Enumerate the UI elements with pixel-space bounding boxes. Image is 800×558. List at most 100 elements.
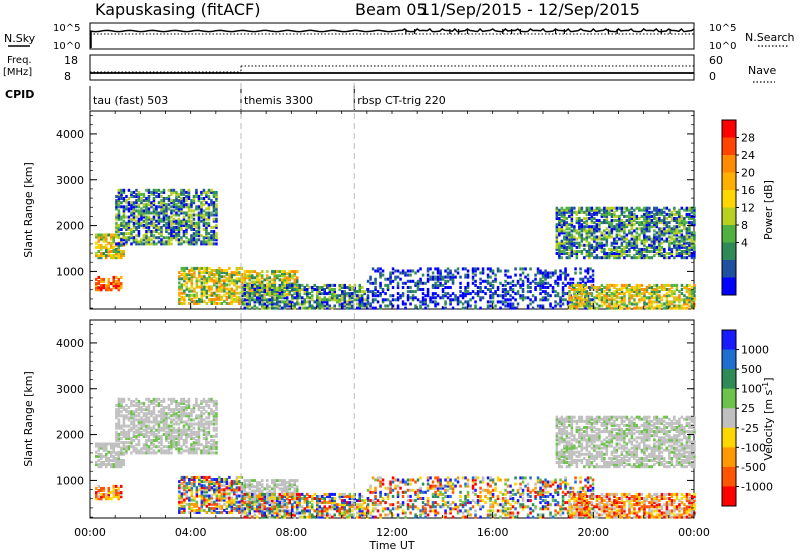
power-cell <box>613 219 616 222</box>
power-cell <box>681 234 684 237</box>
power-cell <box>434 267 437 270</box>
velocity-cell <box>128 410 131 413</box>
power-cell <box>256 307 259 310</box>
power-cell <box>175 203 178 206</box>
velocity-cell <box>205 427 208 430</box>
power-cell <box>593 221 596 224</box>
power-cell <box>221 296 224 299</box>
velocity-cell <box>173 398 176 401</box>
power-cell <box>198 195 201 198</box>
power-cell <box>367 294 370 297</box>
power-cell <box>613 238 616 241</box>
power-cell <box>567 274 570 277</box>
power-cell <box>324 284 327 287</box>
power-cell <box>140 207 143 210</box>
power-cell <box>150 238 153 241</box>
power-cell <box>661 246 664 249</box>
power-cell <box>633 236 636 239</box>
power-cell <box>673 305 676 308</box>
velocity-cell <box>160 427 163 430</box>
power-cell <box>562 298 565 301</box>
power-cell <box>534 278 537 281</box>
power-cell <box>200 191 203 194</box>
power-cell <box>509 298 512 301</box>
velocity-cell <box>198 421 201 424</box>
power-cell <box>608 207 611 210</box>
power-cell <box>170 205 173 208</box>
power-cell <box>254 294 257 297</box>
power-cell <box>246 294 249 297</box>
power-cell <box>306 300 309 303</box>
power-cell <box>193 209 196 212</box>
velocity-cell <box>206 499 209 502</box>
power-cell <box>271 284 274 287</box>
power-cell <box>683 256 686 259</box>
power-cell <box>334 305 337 308</box>
power-cell <box>651 286 654 289</box>
power-cell <box>276 288 279 291</box>
power-cell <box>110 242 113 245</box>
power-cell <box>384 284 387 287</box>
velocity-cell <box>110 463 113 466</box>
power-cell <box>472 296 475 299</box>
power-cell <box>643 254 646 257</box>
velocity-cell <box>158 398 161 401</box>
power-cell <box>195 230 198 233</box>
power-cell <box>532 307 535 310</box>
power-cell <box>160 191 163 194</box>
velocity-cell <box>208 412 211 415</box>
power-cell <box>442 276 445 279</box>
power-cell <box>148 216 151 219</box>
power-cell <box>321 292 324 295</box>
power-cell <box>143 193 146 196</box>
power-cell <box>539 305 542 308</box>
power-cell <box>613 252 616 255</box>
velocity-cell <box>160 408 163 411</box>
cpid-segment-label: tau (fast) 503 <box>93 94 168 107</box>
velocity-cell <box>183 439 186 442</box>
power-cell <box>638 207 641 210</box>
power-cell <box>586 229 589 232</box>
power-cell <box>454 276 457 279</box>
power-cell <box>586 244 589 247</box>
power-cell <box>611 242 614 245</box>
power-cell <box>507 282 510 285</box>
power-cell <box>133 201 136 204</box>
power-cell <box>108 234 111 237</box>
power-cell <box>532 300 535 303</box>
velocity-cell <box>150 410 153 413</box>
power-cell <box>286 296 289 299</box>
power-cell <box>193 222 196 225</box>
power-cell <box>115 222 118 225</box>
power-cell <box>244 292 247 295</box>
power-cell <box>95 282 98 285</box>
power-cell <box>648 256 651 259</box>
velocity-cell <box>178 414 181 417</box>
power-cell <box>633 213 636 216</box>
power-cell <box>663 211 666 214</box>
velocity-cell <box>200 443 203 446</box>
power-cell <box>125 236 128 239</box>
power-cell <box>601 284 604 287</box>
power-cell <box>377 300 380 303</box>
velocity-cell <box>128 445 131 448</box>
power-cell <box>233 298 236 301</box>
power-cell <box>529 303 532 306</box>
velocity-cell <box>190 443 193 446</box>
velocity-cell <box>95 455 98 458</box>
power-cell <box>397 282 400 285</box>
power-cell <box>256 272 259 275</box>
power-cell <box>329 305 332 308</box>
velocity-cell <box>135 408 138 411</box>
power-cell <box>200 201 203 204</box>
power-cell <box>120 238 123 241</box>
power-cell <box>623 211 626 214</box>
power-cell <box>208 286 211 289</box>
velocity-cell <box>120 410 123 413</box>
power-cell <box>183 212 186 215</box>
power-cell <box>165 222 168 225</box>
velocity-cell <box>213 435 216 438</box>
velocity-cell <box>186 482 189 485</box>
power-cell <box>479 282 482 285</box>
